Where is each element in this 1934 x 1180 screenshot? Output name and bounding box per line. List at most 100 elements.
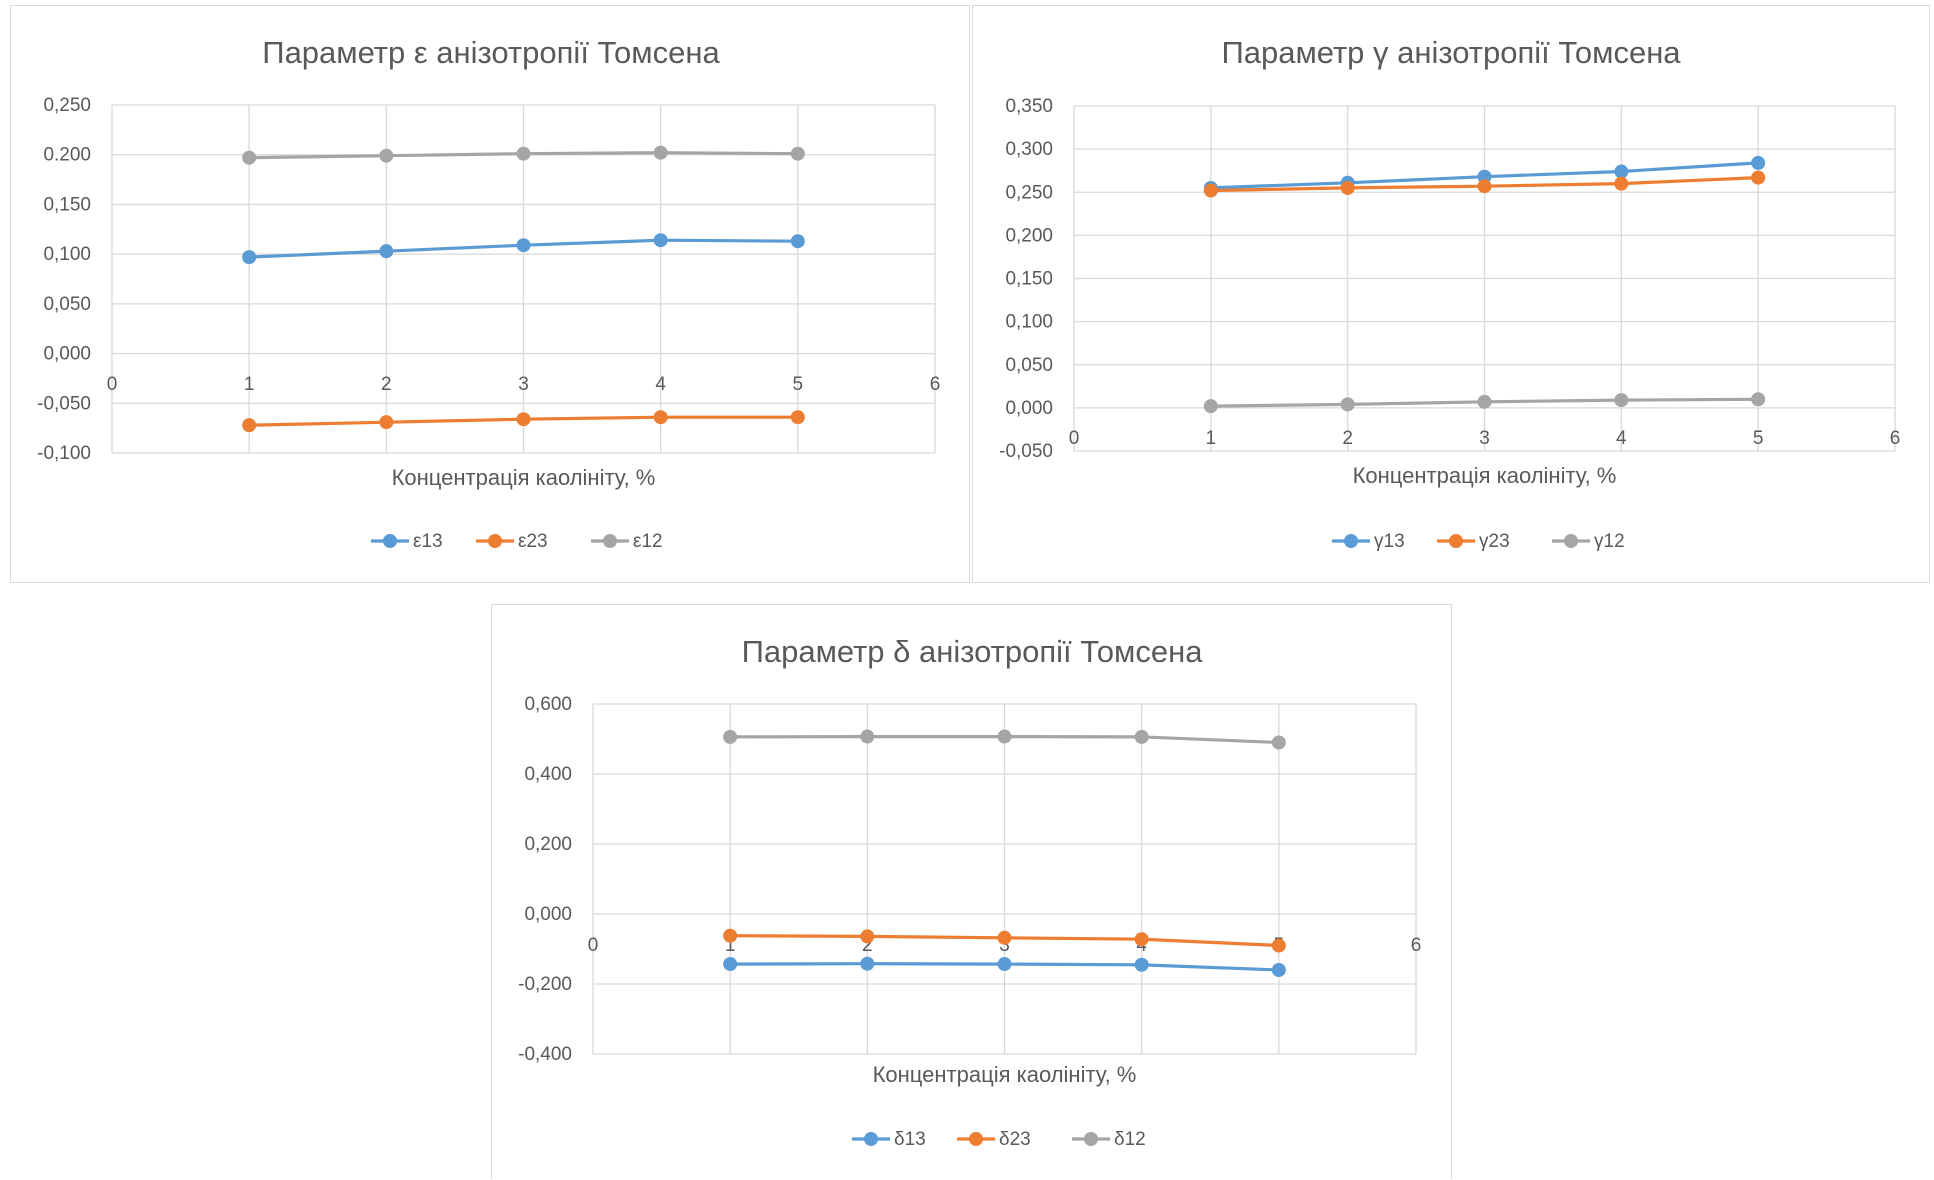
data-point-ε13: [379, 244, 394, 259]
y-tick-label: 0,000: [1005, 398, 1053, 419]
x-axis-title: Концентрація каолініту, %: [1353, 463, 1617, 488]
x-tick-label: 3: [518, 374, 529, 395]
y-tick-label: 0,050: [43, 294, 91, 315]
legend-marker: [1564, 534, 1578, 548]
data-point-γ23: [1340, 180, 1355, 195]
y-tick-label: 0,150: [1005, 269, 1053, 290]
y-tick-label: 0,200: [524, 834, 572, 855]
data-point-γ12: [1477, 394, 1492, 409]
data-point-δ12: [997, 729, 1012, 744]
legend-item-γ23: γ23: [1437, 531, 1510, 552]
legend-item-γ13: γ13: [1332, 531, 1405, 552]
data-point-γ23: [1477, 179, 1492, 194]
legend-item-δ13: δ13: [852, 1129, 926, 1150]
data-point-γ12: [1203, 399, 1218, 414]
legend-label: ε23: [518, 531, 548, 552]
data-point-ε13: [790, 234, 805, 249]
x-axis-title: Концентрація каолініту, %: [392, 465, 656, 490]
data-point-γ12: [1340, 397, 1355, 412]
y-tick-label: -0,050: [999, 441, 1053, 462]
data-point-δ23: [1134, 932, 1149, 947]
data-point-ε12: [516, 146, 531, 161]
y-tick-label: -0,100: [37, 443, 91, 464]
data-point-γ23: [1203, 183, 1218, 198]
data-point-γ13: [1751, 155, 1766, 170]
y-tick-label: 0,000: [524, 904, 572, 925]
x-axis-title: Концентрація каолініту, %: [873, 1062, 1137, 1087]
legend-item-ε23: ε23: [476, 531, 548, 552]
chart-title: Параметр ε анізотропії Томсена: [262, 35, 720, 70]
x-tick-label: 1: [1206, 428, 1217, 449]
chart-epsilon-svg: Параметр ε анізотропії Томсена -0,100 -0,0…: [37, 35, 940, 552]
chart-title: Параметр γ анізотропії Томсена: [1221, 35, 1681, 70]
y-tick-label: 0,050: [1005, 355, 1053, 376]
legend-label: ε13: [413, 531, 443, 552]
legend-label: γ23: [1479, 531, 1510, 552]
legend-label: γ13: [1374, 531, 1405, 552]
data-point-δ23: [860, 929, 875, 944]
y-tick-label: 0,350: [1005, 96, 1053, 117]
legend-label: δ13: [894, 1129, 926, 1150]
legend-marker: [969, 1132, 983, 1146]
x-tick-label: 4: [655, 374, 666, 395]
x-tick-label: 1: [244, 374, 255, 395]
chart-gamma: Параметр γ анізотропії Томсена -0,050 0,00…: [972, 5, 1930, 583]
legend-item-δ23: δ23: [957, 1129, 1031, 1150]
legend: γ13 γ23 γ12: [1332, 531, 1625, 552]
x-tick-label: 2: [381, 374, 392, 395]
legend-label: δ12: [1114, 1129, 1146, 1150]
legend-marker: [1344, 534, 1358, 548]
data-point-δ13: [860, 956, 875, 971]
data-point-ε23: [653, 410, 668, 425]
x-tick-label: 4: [1616, 428, 1627, 449]
x-tick-label: 5: [1753, 428, 1764, 449]
y-tick-label: 0,100: [1005, 312, 1053, 333]
chart-delta: Параметр δ анізотропії Томсена -0,400 -0,2…: [491, 604, 1452, 1179]
data-point-ε12: [379, 148, 394, 163]
chart-epsilon: Параметр ε анізотропії Томсена -0,100 -0,0…: [10, 5, 970, 583]
data-point-δ12: [1271, 735, 1286, 750]
data-point-ε23: [790, 410, 805, 425]
data-point-ε23: [242, 418, 257, 433]
y-tick-label: -0,400: [518, 1044, 572, 1065]
data-point-δ12: [860, 729, 875, 744]
data-point-δ23: [997, 930, 1012, 945]
data-point-δ12: [1134, 729, 1149, 744]
data-point-δ23: [723, 928, 738, 943]
data-point-γ23: [1751, 170, 1766, 185]
y-tick-label: 0,250: [1005, 182, 1053, 203]
data-point-γ23: [1614, 176, 1629, 191]
legend: δ13 δ23 δ12: [852, 1129, 1146, 1150]
data-point-δ13: [1271, 963, 1286, 977]
x-tick-label: 0: [588, 935, 599, 956]
chart-gamma-svg: Параметр γ анізотропії Томсена -0,050 0,00…: [999, 35, 1901, 552]
y-tick-label: 0,400: [524, 764, 572, 785]
legend-label: γ12: [1594, 531, 1625, 552]
y-tick-label: 0,250: [43, 95, 91, 116]
legend-marker: [1084, 1132, 1098, 1146]
x-tick-label: 0: [107, 374, 118, 395]
data-point-γ13: [1614, 164, 1629, 179]
legend-label: ε12: [633, 531, 663, 552]
legend-marker: [1449, 534, 1463, 548]
data-point-ε13: [653, 233, 668, 248]
legend-marker: [603, 534, 617, 548]
x-tick-label: 6: [1890, 428, 1901, 449]
legend-item-δ12: δ12: [1072, 1129, 1146, 1150]
x-tick-label: 0: [1069, 428, 1080, 449]
data-point-δ12: [723, 729, 738, 744]
data-point-ε12: [242, 150, 257, 165]
data-point-δ13: [1134, 957, 1149, 972]
legend: ε13 ε23 ε12: [371, 531, 663, 552]
y-tick-label: 0,150: [43, 194, 91, 215]
legend-marker: [383, 534, 397, 548]
data-point-ε13: [516, 238, 531, 253]
data-point-γ12: [1751, 392, 1766, 407]
x-tick-label: 2: [1342, 428, 1353, 449]
y-tick-label: 0,600: [524, 694, 572, 715]
data-point-ε12: [653, 145, 668, 160]
data-point-δ13: [997, 957, 1012, 972]
chart-delta-svg: Параметр δ анізотропії Томсена -0,400 -0,2…: [518, 634, 1421, 1150]
legend-item-γ12: γ12: [1552, 531, 1625, 552]
legend-label: δ23: [999, 1129, 1031, 1150]
